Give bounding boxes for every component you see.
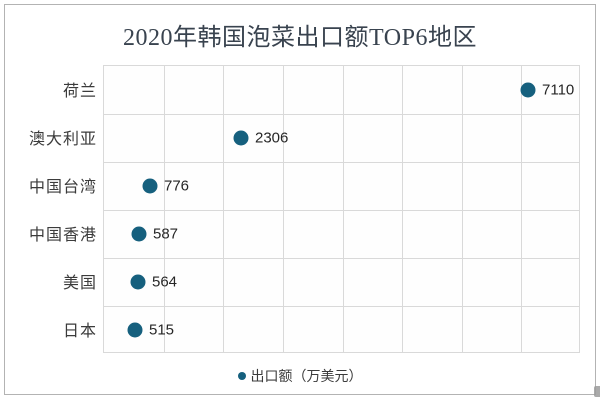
data-point <box>233 130 249 146</box>
category-label: 中国香港 <box>28 227 97 244</box>
corner-watermark <box>594 386 600 397</box>
y-gridline <box>104 114 579 115</box>
y-gridline <box>104 306 579 307</box>
data-value-label: 7110 <box>542 81 575 99</box>
legend-label: 出口额（万美元） <box>250 368 363 384</box>
x-gridline <box>223 66 224 352</box>
legend: 出口额（万美元） <box>0 366 600 386</box>
y-gridline <box>104 162 579 163</box>
category-label: 荷兰 <box>62 83 97 100</box>
x-gridline <box>462 66 463 352</box>
data-point <box>142 178 158 194</box>
category-label: 美国 <box>62 275 97 292</box>
x-gridline <box>343 66 344 352</box>
y-gridline <box>104 210 579 211</box>
y-axis-labels: 荷兰澳大利亚中国台湾中国香港美国日本 <box>0 65 97 353</box>
data-point <box>520 82 536 98</box>
category-label: 中国台湾 <box>28 179 97 196</box>
data-value-label: 587 <box>153 225 179 243</box>
x-gridline <box>402 66 403 352</box>
x-gridline <box>164 66 165 352</box>
x-gridline <box>521 66 522 352</box>
y-gridline <box>104 258 579 259</box>
data-value-label: 2306 <box>255 129 289 147</box>
plot-area: 7110 2306 776 587 564 515 <box>103 65 580 353</box>
category-label: 日本 <box>62 323 97 340</box>
category-label: 澳大利亚 <box>28 131 97 148</box>
legend-marker-icon <box>237 372 246 380</box>
x-gridline <box>283 66 284 352</box>
chart-title: 2020年韩国泡菜出口额TOP6地区 <box>123 25 477 51</box>
data-value-label: 515 <box>149 321 175 339</box>
data-point <box>131 226 147 242</box>
data-value-label: 564 <box>152 273 178 291</box>
data-point <box>127 322 143 338</box>
data-value-label: 776 <box>164 177 190 195</box>
data-point <box>130 274 146 290</box>
